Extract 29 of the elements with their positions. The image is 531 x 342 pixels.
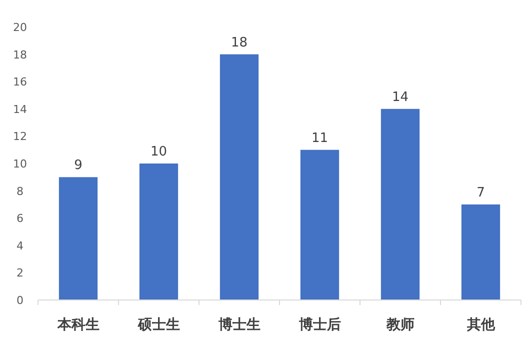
data-label: 11: [311, 130, 328, 146]
bar: [380, 108, 420, 300]
data-label: 9: [74, 158, 82, 174]
y-tick-label: 2: [16, 266, 24, 280]
y-tick-label: 10: [13, 158, 27, 170]
y-tick-label: 18: [13, 48, 27, 62]
y-tick-label: 6: [16, 212, 24, 226]
data-label: 7: [476, 185, 485, 200]
y-tick-label: 12: [13, 130, 27, 144]
x-tick-label: 教师: [385, 317, 414, 333]
y-tick-label: 4: [16, 239, 24, 252]
y-tick-label: 16: [13, 76, 27, 89]
y-tick-label: 0: [16, 294, 24, 307]
x-tick-label: 其他: [466, 317, 496, 333]
data-label: 10: [150, 144, 168, 160]
y-tick-label: 20: [13, 21, 27, 34]
x-tick-label: 本科生: [56, 317, 100, 333]
y-tick-label: 14: [13, 102, 27, 116]
bar: [58, 177, 98, 300]
bar: [220, 54, 259, 300]
data-label: 14: [392, 90, 409, 105]
bar: [461, 204, 500, 300]
bar: [300, 150, 340, 300]
x-tick-label: 博士后: [298, 316, 341, 333]
x-tick-label: 硕士生: [136, 317, 180, 333]
data-label: 18: [230, 35, 248, 50]
bar: [139, 164, 178, 300]
y-tick-label: 8: [16, 184, 24, 198]
x-tick-label: 博士生: [217, 317, 260, 333]
